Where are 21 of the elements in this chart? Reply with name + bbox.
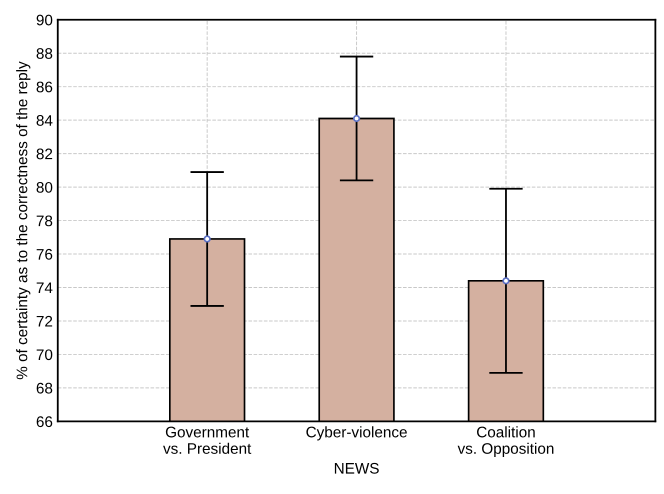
- point: [352, 114, 360, 122]
- y-tick-label: 74: [36, 282, 52, 294]
- y-tick-label: 84: [36, 115, 52, 126]
- y-tick-label: 78: [36, 215, 52, 226]
- y-tick-label: 80: [36, 182, 52, 193]
- y-tick-label: 76: [36, 248, 52, 260]
- x-tick-label: Coalition vs. Opposition: [458, 426, 554, 457]
- x-axis-title: NEWS: [334, 462, 379, 474]
- point: [502, 277, 510, 284]
- x-tick-label: Cyber-violence: [306, 426, 407, 440]
- y-tick-label: 66: [36, 416, 52, 428]
- y-tick-label: 88: [36, 48, 52, 59]
- y-tick-label: 72: [36, 316, 52, 327]
- point: [204, 235, 211, 243]
- y-axis-title: % of certainty as to the correctness of the reply: [16, 61, 30, 380]
- y-tick-label: 68: [36, 382, 52, 394]
- y-tick-label: 90: [36, 14, 52, 26]
- x-tick-label: Government vs. President: [163, 426, 252, 454]
- y-tick-label: 82: [36, 148, 52, 160]
- y-tick-label: 86: [36, 82, 52, 92]
- y-tick-label: 70: [36, 349, 52, 360]
